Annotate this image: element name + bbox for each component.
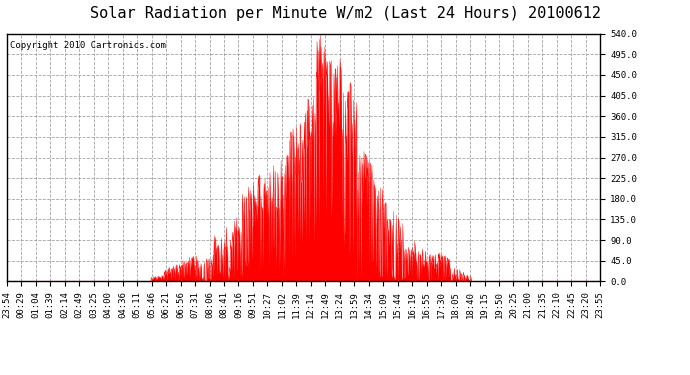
Text: Copyright 2010 Cartronics.com: Copyright 2010 Cartronics.com <box>10 41 166 50</box>
Text: Solar Radiation per Minute W/m2 (Last 24 Hours) 20100612: Solar Radiation per Minute W/m2 (Last 24… <box>90 6 600 21</box>
